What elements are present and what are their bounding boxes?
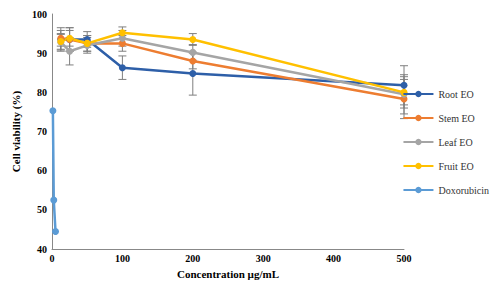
svg-text:500: 500 — [397, 253, 412, 264]
svg-text:400: 400 — [326, 253, 341, 264]
svg-text:80: 80 — [37, 87, 47, 98]
svg-text:300: 300 — [256, 253, 271, 264]
svg-text:Concentration µg/mL: Concentration µg/mL — [177, 268, 279, 280]
svg-text:0: 0 — [50, 253, 55, 264]
svg-text:90: 90 — [37, 48, 47, 59]
svg-text:100: 100 — [115, 253, 130, 264]
svg-text:40: 40 — [37, 244, 47, 255]
svg-text:70: 70 — [37, 126, 47, 137]
svg-text:200: 200 — [185, 253, 200, 264]
svg-text:Fruit EO: Fruit EO — [438, 161, 473, 172]
svg-text:60: 60 — [37, 165, 47, 176]
svg-text:Stem EO: Stem EO — [438, 113, 474, 124]
svg-text:50: 50 — [37, 204, 47, 215]
svg-text:Cell viability (%): Cell viability (%) — [10, 91, 23, 173]
svg-text:Doxorubicin: Doxorubicin — [438, 185, 489, 196]
svg-text:Root EO: Root EO — [438, 89, 473, 100]
svg-text:100: 100 — [32, 9, 47, 20]
svg-text:Leaf EO: Leaf EO — [438, 137, 472, 148]
